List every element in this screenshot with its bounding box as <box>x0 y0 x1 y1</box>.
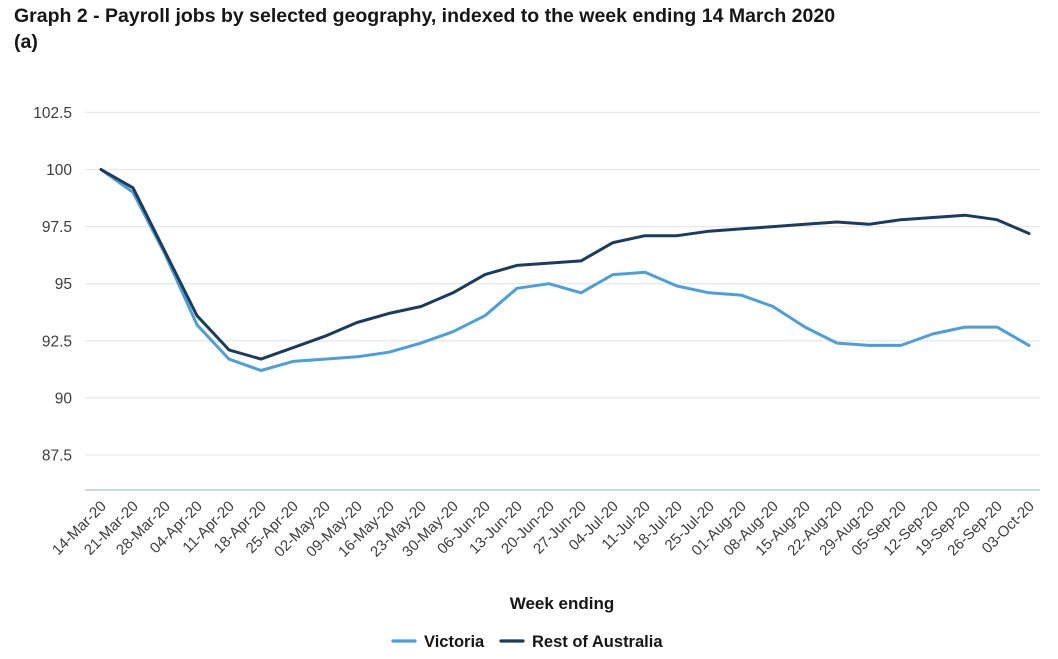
legend-item-rest-of-australia: Rest of Australia <box>499 633 663 651</box>
x-axis-title: Week ending <box>510 594 615 613</box>
rest-of-australia-legend-label: Rest of Australia <box>532 633 663 651</box>
y-tick-label: 92.5 <box>42 333 72 350</box>
chart-title-footnote-marker: (a) <box>14 30 38 53</box>
y-tick-label: 87.5 <box>42 448 72 465</box>
chart-title-text: Graph 2 - Payroll jobs by selected geogr… <box>14 5 836 27</box>
rest-of-australia-line <box>99 168 1031 361</box>
chart-title: Graph 2 - Payroll jobs by selected geogr… <box>14 4 1044 56</box>
legend-item-victoria: Victoria <box>391 633 485 651</box>
series-group <box>99 168 1031 372</box>
y-tick-label: 97.5 <box>42 219 72 236</box>
victoria-legend-label: Victoria <box>424 633 485 651</box>
legend: Victoria Rest of Australia <box>391 633 663 651</box>
victoria-line <box>99 168 1031 372</box>
y-tick-label: 100 <box>46 162 72 179</box>
y-tick-label: 90 <box>55 390 73 407</box>
y-tick-label: 102.5 <box>33 105 72 122</box>
gridlines-group <box>85 111 1040 491</box>
y-tick-label: 95 <box>55 276 72 293</box>
tick-labels-group: 102.510097.59592.59087.514-Mar-2021-Mar-… <box>33 105 1038 561</box>
